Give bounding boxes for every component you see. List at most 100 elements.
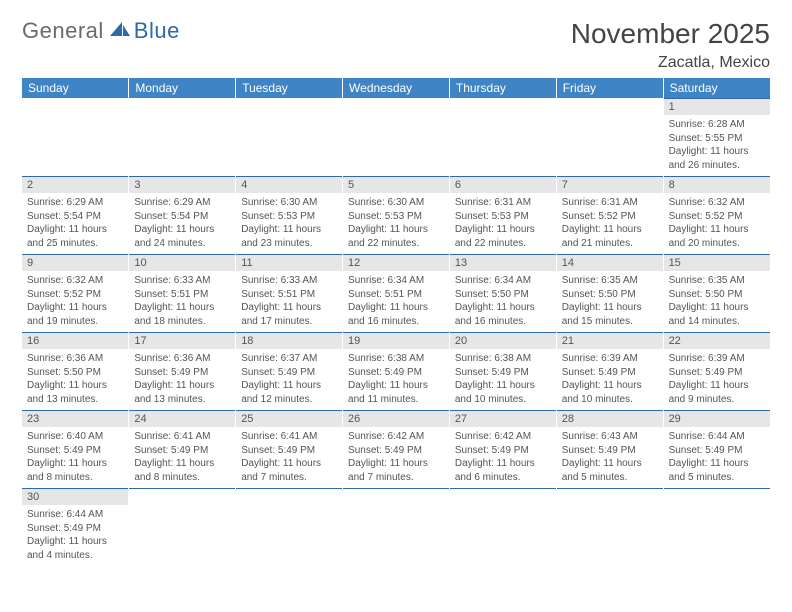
calendar-cell xyxy=(556,98,663,176)
sunrise-line: Sunrise: 6:32 AM xyxy=(27,274,123,288)
day1-line: Daylight: 11 hours xyxy=(27,223,123,237)
sunset-line: Sunset: 5:52 PM xyxy=(27,288,123,302)
day1-line: Daylight: 11 hours xyxy=(27,457,123,471)
sunset-line: Sunset: 5:50 PM xyxy=(27,366,123,380)
day1-line: Daylight: 11 hours xyxy=(134,223,230,237)
calendar-cell: 24Sunrise: 6:41 AMSunset: 5:49 PMDayligh… xyxy=(129,410,236,488)
day-details: Sunrise: 6:42 AMSunset: 5:49 PMDaylight:… xyxy=(343,427,449,488)
calendar-cell: 16Sunrise: 6:36 AMSunset: 5:50 PMDayligh… xyxy=(22,332,129,410)
day-details xyxy=(129,114,235,121)
day2-line: and 5 minutes. xyxy=(562,471,658,485)
day-details: Sunrise: 6:36 AMSunset: 5:50 PMDaylight:… xyxy=(22,349,128,410)
day2-line: and 6 minutes. xyxy=(455,471,551,485)
sunset-line: Sunset: 5:52 PM xyxy=(669,210,765,224)
sunset-line: Sunset: 5:55 PM xyxy=(669,132,765,146)
day-number: 24 xyxy=(129,410,235,427)
day1-line: Daylight: 11 hours xyxy=(455,379,551,393)
day-number: 18 xyxy=(236,332,342,349)
sunrise-line: Sunrise: 6:44 AM xyxy=(27,508,123,522)
sunset-line: Sunset: 5:49 PM xyxy=(27,444,123,458)
day2-line: and 5 minutes. xyxy=(669,471,765,485)
day1-line: Daylight: 11 hours xyxy=(562,457,658,471)
day-number: 15 xyxy=(664,254,770,271)
day-details: Sunrise: 6:31 AMSunset: 5:52 PMDaylight:… xyxy=(557,193,663,254)
sunset-line: Sunset: 5:53 PM xyxy=(455,210,551,224)
day2-line: and 17 minutes. xyxy=(241,315,337,329)
day-details: Sunrise: 6:28 AMSunset: 5:55 PMDaylight:… xyxy=(664,115,770,176)
calendar-cell: 9Sunrise: 6:32 AMSunset: 5:52 PMDaylight… xyxy=(22,254,129,332)
day-number: 1 xyxy=(664,98,770,115)
day2-line: and 13 minutes. xyxy=(134,393,230,407)
calendar-cell: 15Sunrise: 6:35 AMSunset: 5:50 PMDayligh… xyxy=(663,254,770,332)
day-number xyxy=(343,98,449,114)
day-details: Sunrise: 6:32 AMSunset: 5:52 PMDaylight:… xyxy=(664,193,770,254)
sail-icon xyxy=(108,18,132,44)
col-friday: Friday xyxy=(556,78,663,98)
sunset-line: Sunset: 5:49 PM xyxy=(455,366,551,380)
calendar-cell xyxy=(236,488,343,566)
day2-line: and 9 minutes. xyxy=(669,393,765,407)
sunrise-line: Sunrise: 6:34 AM xyxy=(455,274,551,288)
day-number: 8 xyxy=(664,176,770,193)
calendar-cell: 7Sunrise: 6:31 AMSunset: 5:52 PMDaylight… xyxy=(556,176,663,254)
sunrise-line: Sunrise: 6:41 AM xyxy=(241,430,337,444)
calendar-cell xyxy=(663,488,770,566)
day-number: 20 xyxy=(450,332,556,349)
calendar-cell: 17Sunrise: 6:36 AMSunset: 5:49 PMDayligh… xyxy=(129,332,236,410)
day-number: 29 xyxy=(664,410,770,427)
day2-line: and 14 minutes. xyxy=(669,315,765,329)
day-number: 11 xyxy=(236,254,342,271)
day-details xyxy=(343,505,449,512)
sunrise-line: Sunrise: 6:35 AM xyxy=(669,274,765,288)
day1-line: Daylight: 11 hours xyxy=(562,223,658,237)
calendar-cell xyxy=(343,488,450,566)
day-number xyxy=(129,488,235,505)
calendar-cell: 8Sunrise: 6:32 AMSunset: 5:52 PMDaylight… xyxy=(663,176,770,254)
sunrise-line: Sunrise: 6:38 AM xyxy=(455,352,551,366)
day-number: 28 xyxy=(557,410,663,427)
sunset-line: Sunset: 5:52 PM xyxy=(562,210,658,224)
calendar-cell: 2Sunrise: 6:29 AMSunset: 5:54 PMDaylight… xyxy=(22,176,129,254)
day-number xyxy=(236,98,342,114)
sunrise-line: Sunrise: 6:32 AM xyxy=(669,196,765,210)
calendar-cell: 12Sunrise: 6:34 AMSunset: 5:51 PMDayligh… xyxy=(343,254,450,332)
day-number xyxy=(343,488,449,505)
day-number: 21 xyxy=(557,332,663,349)
sunset-line: Sunset: 5:53 PM xyxy=(241,210,337,224)
col-tuesday: Tuesday xyxy=(236,78,343,98)
sunrise-line: Sunrise: 6:38 AM xyxy=(348,352,444,366)
day1-line: Daylight: 11 hours xyxy=(669,145,765,159)
calendar-cell xyxy=(343,98,450,176)
day1-line: Daylight: 11 hours xyxy=(669,457,765,471)
sunset-line: Sunset: 5:49 PM xyxy=(669,444,765,458)
day-number: 2 xyxy=(22,176,128,193)
day2-line: and 22 minutes. xyxy=(348,237,444,251)
day-details xyxy=(236,505,342,512)
day2-line: and 26 minutes. xyxy=(669,159,765,173)
sunset-line: Sunset: 5:49 PM xyxy=(134,366,230,380)
calendar-cell xyxy=(129,488,236,566)
day1-line: Daylight: 11 hours xyxy=(27,379,123,393)
day1-line: Daylight: 11 hours xyxy=(455,301,551,315)
day-number: 3 xyxy=(129,176,235,193)
calendar-cell: 29Sunrise: 6:44 AMSunset: 5:49 PMDayligh… xyxy=(663,410,770,488)
day-details: Sunrise: 6:34 AMSunset: 5:50 PMDaylight:… xyxy=(450,271,556,332)
day2-line: and 20 minutes. xyxy=(669,237,765,251)
calendar-table: Sunday Monday Tuesday Wednesday Thursday… xyxy=(22,78,770,566)
day1-line: Daylight: 11 hours xyxy=(562,301,658,315)
calendar-cell: 5Sunrise: 6:30 AMSunset: 5:53 PMDaylight… xyxy=(343,176,450,254)
day1-line: Daylight: 11 hours xyxy=(669,301,765,315)
page-title: November 2025 xyxy=(571,18,770,50)
sunset-line: Sunset: 5:49 PM xyxy=(134,444,230,458)
day-number: 16 xyxy=(22,332,128,349)
logo-text-general: General xyxy=(22,18,104,44)
day1-line: Daylight: 11 hours xyxy=(348,223,444,237)
day-number: 5 xyxy=(343,176,449,193)
day1-line: Daylight: 11 hours xyxy=(241,379,337,393)
day-number: 12 xyxy=(343,254,449,271)
day-details: Sunrise: 6:38 AMSunset: 5:49 PMDaylight:… xyxy=(450,349,556,410)
sunrise-line: Sunrise: 6:36 AM xyxy=(27,352,123,366)
day-details: Sunrise: 6:30 AMSunset: 5:53 PMDaylight:… xyxy=(343,193,449,254)
day2-line: and 10 minutes. xyxy=(455,393,551,407)
day-details: Sunrise: 6:32 AMSunset: 5:52 PMDaylight:… xyxy=(22,271,128,332)
